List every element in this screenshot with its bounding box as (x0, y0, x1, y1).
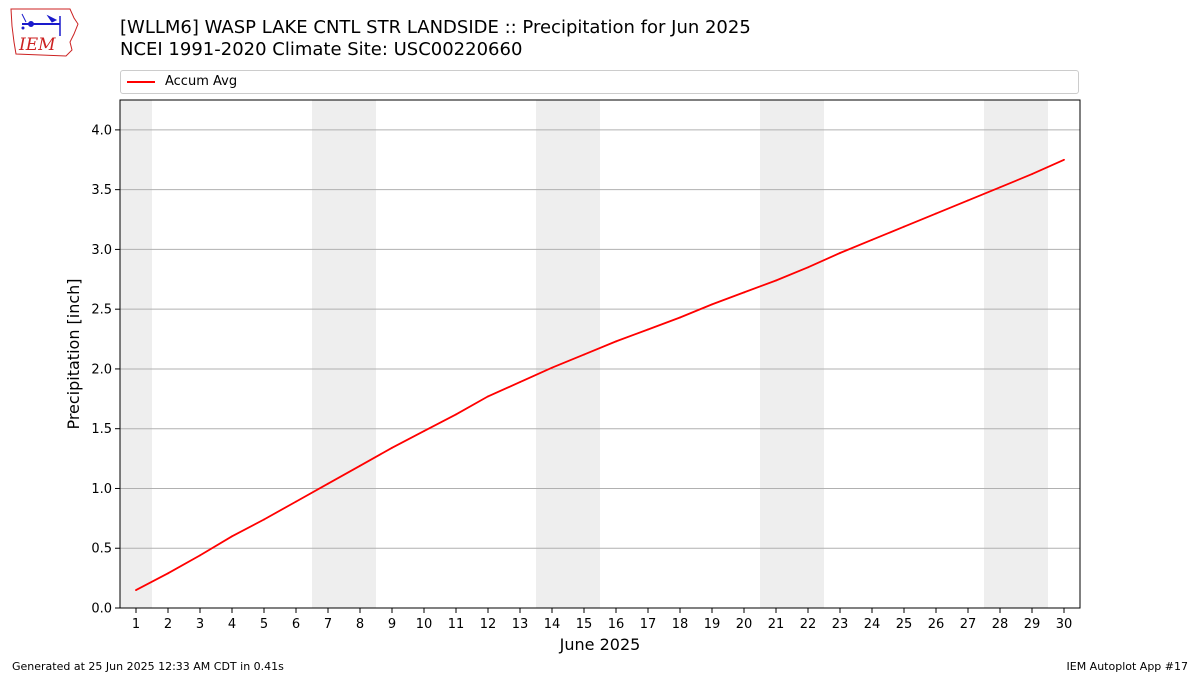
data-point (519, 381, 521, 383)
data-point (263, 518, 265, 521)
x-tick-label: 2 (164, 617, 172, 632)
x-tick-label: 3 (196, 617, 204, 632)
data-point (327, 482, 329, 485)
data-point (743, 291, 745, 294)
legend: Accum Avg (120, 70, 1079, 94)
chart-subtitle: NCEI 1991-2020 Climate Site: USC00220660 (120, 39, 523, 60)
data-point (967, 199, 969, 202)
x-tick-label: 1 (132, 617, 140, 632)
data-point (839, 252, 841, 254)
data-point (903, 225, 905, 228)
x-tick-label: 10 (416, 617, 433, 632)
x-tick-label: 14 (544, 617, 561, 632)
data-point (135, 589, 137, 591)
x-tick-label: 26 (928, 617, 945, 632)
x-axis-label: June 2025 (559, 635, 641, 654)
y-tick-label: 1.0 (91, 482, 112, 497)
data-point (455, 413, 457, 416)
y-axis-label: Precipitation [inch] (64, 278, 83, 429)
x-tick-label: 9 (388, 617, 396, 632)
x-tick-label: 16 (608, 617, 625, 632)
logo-text: IEM (18, 35, 56, 55)
weekend-band (120, 100, 152, 608)
iowa-outline-icon (10, 8, 79, 57)
data-point (615, 340, 617, 343)
x-tick-label: 21 (768, 617, 785, 632)
x-tick-label: 11 (448, 617, 465, 632)
legend-label: Accum Avg (165, 74, 238, 89)
weather-station-icon (21, 13, 61, 36)
data-point (1063, 158, 1065, 161)
data-point (935, 212, 937, 215)
x-tick-label: 23 (832, 617, 849, 632)
x-tick-label: 13 (512, 617, 529, 632)
data-point (295, 500, 297, 503)
x-tick-label: 22 (800, 617, 817, 632)
y-tick-label: 3.0 (91, 243, 112, 258)
weekend-band (984, 100, 1048, 608)
y-tick-label: 0.0 (91, 602, 112, 617)
footer-app: IEM Autoplot App #17 (1066, 660, 1189, 673)
x-tick-label: 25 (896, 617, 913, 632)
data-point (359, 464, 361, 467)
y-tick-label: 3.5 (91, 183, 112, 198)
data-point (679, 316, 681, 319)
weekend-band (760, 100, 824, 608)
y-tick-label: 2.5 (91, 303, 112, 318)
x-tick-label: 5 (260, 617, 268, 632)
x-tick-label: 30 (1056, 617, 1073, 632)
data-point (391, 446, 393, 449)
y-tick-label: 2.0 (91, 362, 112, 377)
data-point (551, 366, 553, 369)
x-tick-label: 24 (864, 617, 881, 632)
x-tick-label: 15 (576, 617, 593, 632)
x-tick-label: 12 (480, 617, 497, 632)
data-point (647, 328, 649, 331)
x-tick-label: 18 (672, 617, 689, 632)
data-point (775, 279, 777, 282)
weekend-band (536, 100, 600, 608)
x-tick-label: 7 (324, 617, 332, 632)
weekend-band (312, 100, 376, 608)
y-tick-label: 4.0 (91, 123, 112, 138)
footer-generated: Generated at 25 Jun 2025 12:33 AM CDT in… (12, 660, 284, 673)
data-point (871, 238, 873, 241)
plot-frame (119, 99, 1081, 609)
x-tick-label: 20 (736, 617, 753, 632)
chart-title: [WLLM6] WASP LAKE CNTL STR LANDSIDE :: P… (120, 17, 751, 38)
x-tick-label: 6 (292, 617, 300, 632)
x-tick-label: 29 (1024, 617, 1041, 632)
legend-swatch (127, 81, 155, 83)
data-point (583, 353, 585, 356)
data-point (711, 303, 713, 306)
data-point (167, 572, 169, 575)
data-point (423, 430, 425, 432)
x-tick-label: 27 (960, 617, 977, 632)
data-point (807, 266, 809, 269)
data-point (1031, 173, 1033, 176)
data-point (231, 535, 233, 538)
data-point (999, 186, 1001, 189)
data-point (487, 395, 489, 398)
x-tick-label: 17 (640, 617, 657, 632)
x-tick-label: 8 (356, 617, 364, 632)
iem-logo: IEM (10, 8, 79, 57)
y-tick-label: 1.5 (91, 422, 112, 437)
x-tick-label: 28 (992, 617, 1009, 632)
data-point (199, 554, 201, 557)
series-line-accum-avg (135, 158, 1065, 591)
x-tick-label: 19 (704, 617, 721, 632)
y-tick-label: 0.5 (91, 542, 112, 557)
x-tick-label: 4 (228, 617, 236, 632)
